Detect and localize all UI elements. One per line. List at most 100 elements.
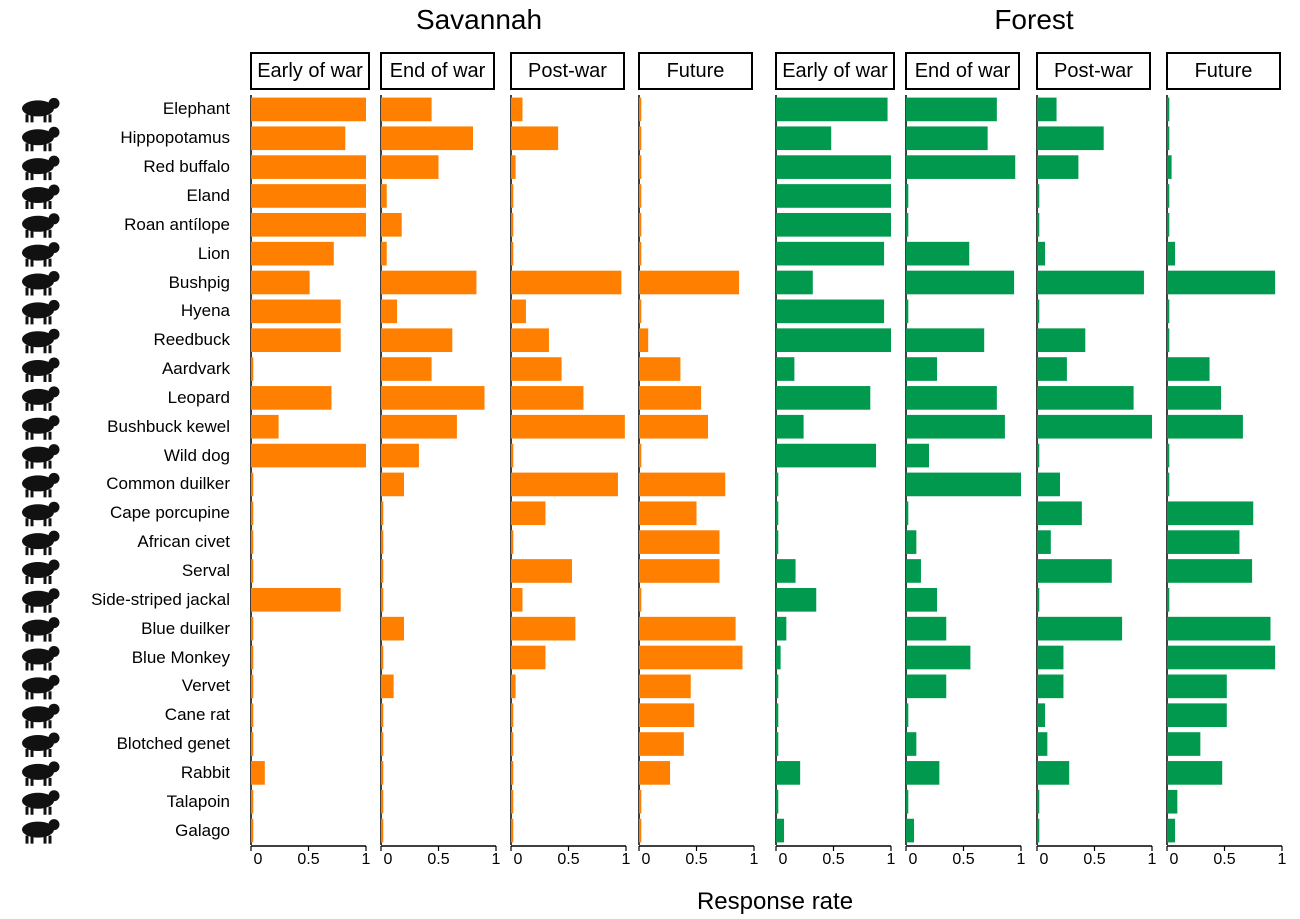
- bar: [639, 703, 695, 728]
- species-label: Cape porcupine: [109, 503, 230, 523]
- bar: [251, 703, 254, 728]
- bar: [381, 212, 402, 237]
- bar: [906, 299, 909, 324]
- panel-forest-1: 0 0.5 1: [905, 95, 1026, 868]
- x-tick-label: 0: [514, 851, 523, 868]
- species-label: Galago: [175, 820, 230, 840]
- species-label: Aardvark: [161, 359, 230, 379]
- x-tick-label: 1: [750, 851, 759, 868]
- period-header: End of war: [380, 52, 495, 90]
- bar: [251, 241, 334, 266]
- bar: [776, 703, 779, 728]
- silhouette-head: [48, 530, 60, 542]
- bar: [639, 126, 642, 151]
- bar: [1167, 645, 1276, 670]
- animal-silhouette-icon: [22, 559, 60, 584]
- bar: [639, 443, 642, 468]
- bar: [511, 818, 514, 843]
- bar: [381, 155, 439, 179]
- bar: [1167, 212, 1170, 237]
- bar: [381, 761, 384, 785]
- bar: [776, 732, 779, 756]
- bar: [1037, 674, 1064, 699]
- bar: [511, 241, 514, 266]
- silhouette-head: [48, 415, 60, 427]
- species-label: Vervet: [181, 676, 230, 696]
- bar: [906, 703, 909, 728]
- bar: [251, 645, 254, 670]
- bar: [1167, 616, 1271, 641]
- species-label: Wild dog: [163, 445, 230, 465]
- silhouette-head: [48, 357, 60, 369]
- silhouette-legs: [25, 431, 52, 440]
- bar: [639, 818, 642, 843]
- bar: [1037, 299, 1040, 324]
- bar: [511, 789, 514, 814]
- bar: [511, 126, 559, 151]
- bar: [906, 97, 997, 122]
- x-tick-label: 0: [909, 851, 918, 868]
- bar: [511, 530, 514, 554]
- silhouette-head: [48, 328, 60, 340]
- silhouette-body: [22, 158, 54, 175]
- silhouette-legs: [25, 114, 52, 123]
- bar: [639, 357, 681, 381]
- silhouette-legs: [25, 402, 52, 411]
- silhouette-body: [22, 763, 54, 780]
- period-header: Future: [638, 52, 753, 90]
- bar: [1167, 386, 1222, 410]
- silhouette-legs: [25, 835, 52, 844]
- bar: [1167, 501, 1254, 526]
- silhouette-legs: [25, 287, 52, 296]
- animal-silhouette-icon: [22, 97, 60, 123]
- animal-silhouette-icon: [22, 126, 60, 152]
- bar: [381, 328, 453, 353]
- bar: [906, 212, 909, 237]
- animal-silhouette-icon: [22, 588, 60, 613]
- bar: [1037, 761, 1070, 785]
- bar: [906, 732, 917, 756]
- bar: [906, 472, 1021, 497]
- bar: [906, 126, 988, 151]
- species-label: Red buffalo: [143, 157, 230, 177]
- bar: [1037, 530, 1051, 554]
- silhouette-body: [22, 533, 54, 550]
- bar: [776, 789, 779, 814]
- bar: [511, 155, 516, 179]
- bar: [639, 414, 708, 439]
- silhouette-body: [22, 475, 54, 492]
- species-label: African civet: [137, 532, 230, 552]
- species-label: Bushbuck kewel: [107, 416, 230, 436]
- bar: [381, 414, 457, 439]
- silhouette-head: [48, 299, 60, 311]
- x-tick-label: 0: [384, 851, 393, 868]
- bar: [251, 386, 332, 410]
- panel-forest-3: 0 0.5 1: [1166, 95, 1287, 868]
- bar: [1037, 443, 1040, 468]
- species-label: Blue Monkey: [131, 647, 230, 667]
- bar: [1167, 761, 1223, 785]
- silhouette-legs: [25, 345, 52, 354]
- silhouette-body: [22, 129, 54, 146]
- bar: [1167, 184, 1170, 208]
- silhouette-body: [22, 186, 54, 203]
- x-tick-label: 0.5: [427, 851, 449, 868]
- bar: [381, 703, 384, 728]
- bar: [639, 761, 671, 785]
- x-tick-label: 1: [492, 851, 501, 868]
- silhouette-head: [48, 444, 60, 456]
- bar: [776, 212, 891, 237]
- bar: [1037, 270, 1144, 295]
- bar: [906, 241, 970, 266]
- bar: [776, 761, 801, 785]
- bar: [381, 357, 432, 381]
- bar: [511, 559, 572, 583]
- animal-silhouette-icon: [22, 299, 60, 325]
- x-axis-label: Response rate: [696, 888, 854, 915]
- bar: [511, 587, 523, 612]
- bar: [1037, 386, 1134, 410]
- x-tick-label: 0: [1170, 851, 1179, 868]
- bar: [906, 789, 909, 814]
- chart-panels: 0 0.5 1 0 0.5 1 0 0.5 1 0 0.5 1 0 0.5 1 0 0.5 1 0 0.5 1 0 0.5 1: [250, 95, 1287, 868]
- silhouette-head: [48, 271, 60, 282]
